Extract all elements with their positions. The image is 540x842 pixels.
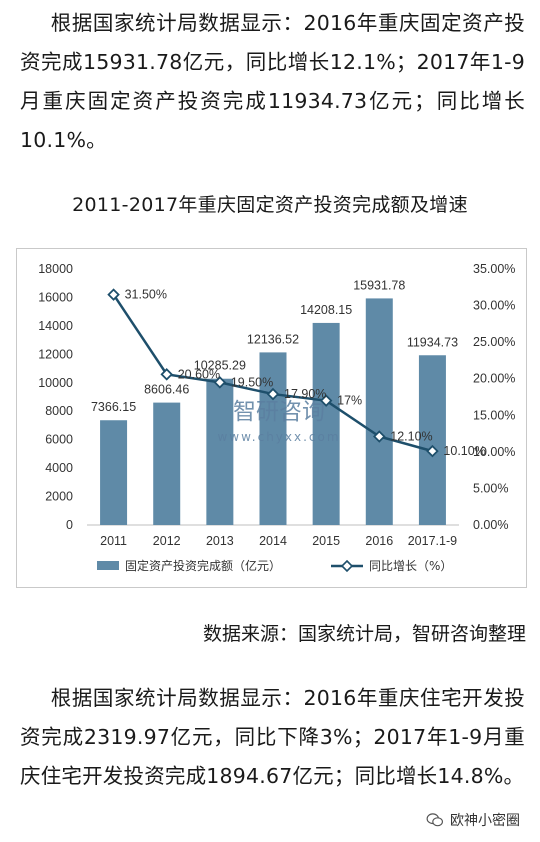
footer-brand: 欧神小密圈 [426, 810, 520, 830]
growth-marker [266, 387, 280, 401]
legend-bar-label: 固定资产投资完成额（亿元） [125, 558, 281, 573]
chart-title: 2011-2017年重庆固定资产投资完成额及增速 [72, 194, 468, 216]
growth-marker [373, 430, 386, 443]
bar [206, 378, 234, 525]
x-category-label: 2014 [259, 534, 287, 548]
watermark-text: 智研咨询 [233, 399, 325, 425]
x-category-label: 2016 [365, 534, 393, 548]
bar [418, 355, 446, 525]
y-right-tick-label: 35.00% [473, 262, 515, 276]
combo-chart: 0 2000 4000 6000 8000 10000 12000 14000 16000 180… [38, 262, 515, 573]
x-category-label: 2017.1-9 [408, 534, 457, 548]
bar-value-label: 10285.29 [194, 359, 246, 373]
data-source: 数据来源：国家统计局，智研咨询整理 [202, 623, 526, 645]
legend-line-label: 同比增长（%） [369, 559, 452, 573]
bar [312, 322, 340, 525]
y-left-tick-label: 10000 [38, 376, 73, 390]
y-left-tick-label: 4000 [45, 461, 73, 475]
growth-value-label: 17% [337, 394, 362, 408]
bar [365, 298, 393, 525]
bar-value-label: 12136.52 [247, 332, 299, 346]
y-right-tick-label: 30.00% [473, 299, 515, 313]
wechat-icon [426, 813, 444, 827]
chart-container: 0 2000 4000 6000 8000 10000 12000 14000 16000 180… [16, 248, 527, 588]
bar-value-label: 15931.78 [353, 278, 405, 292]
growth-value-label: 17.90% [284, 387, 326, 401]
growth-value-label: 19.50% [231, 375, 273, 389]
growth-marker [426, 444, 439, 458]
y-right-tick-label: 15.00% [473, 408, 515, 422]
y-right-tick-label: 5.00% [473, 481, 508, 495]
y-left-tick-label: 8000 [45, 404, 73, 418]
x-category-label: 2015 [312, 534, 340, 548]
x-category-label: 2011 [100, 534, 127, 548]
x-category-label: 2012 [153, 534, 181, 548]
growth-marker [160, 368, 173, 381]
y-right-tick-label: 20.00% [473, 372, 515, 386]
growth-value-label: 10.10% [443, 444, 485, 458]
intro-paragraph: 根据国家统计局数据显示：2016年重庆固定资产投资完成15931.78亿元，同比… [20, 11, 525, 152]
bar-value-label: 14208.15 [300, 303, 352, 317]
y-right-tick-label: 10.00% [473, 445, 515, 459]
growth-marker [319, 394, 333, 407]
bar [153, 402, 181, 525]
growth-marker [107, 288, 120, 301]
footer-brand-label: 欧神小密圈 [450, 813, 520, 829]
y-left-tick-label: 2000 [45, 490, 73, 504]
y-left-tick-label: 0 [66, 518, 73, 532]
growth-value-label: 31.50% [125, 288, 167, 302]
y-left-tick-label: 6000 [45, 433, 73, 447]
growth-marker [213, 376, 227, 389]
bar-value-label: 8606.46 [144, 383, 189, 397]
bar-value-label: 7366.15 [91, 400, 136, 414]
y-left-tick-label: 16000 [38, 290, 73, 304]
y-left-tick-label: 14000 [38, 319, 73, 333]
legend-line-marker [340, 559, 354, 573]
growth-value-label: 12.10% [390, 429, 432, 443]
bar [100, 420, 128, 525]
legend-bar-swatch [97, 561, 119, 570]
y-left-tick-label: 12000 [38, 347, 73, 361]
watermark-url: www.chyxx.com [217, 430, 340, 444]
growth-value-label: 20.60% [178, 367, 220, 381]
bar-value-label: 11934.73 [407, 335, 458, 349]
housing-paragraph: 根据国家统计局数据显示：2016年重庆住宅开发投资完成2319.97亿元，同比下… [20, 686, 525, 788]
y-right-tick-label: 25.00% [473, 335, 515, 349]
bar [259, 352, 287, 525]
y-right-tick-label: 0.00% [473, 518, 508, 532]
x-category-label: 2013 [206, 534, 234, 548]
y-left-tick-label: 18000 [38, 262, 73, 276]
